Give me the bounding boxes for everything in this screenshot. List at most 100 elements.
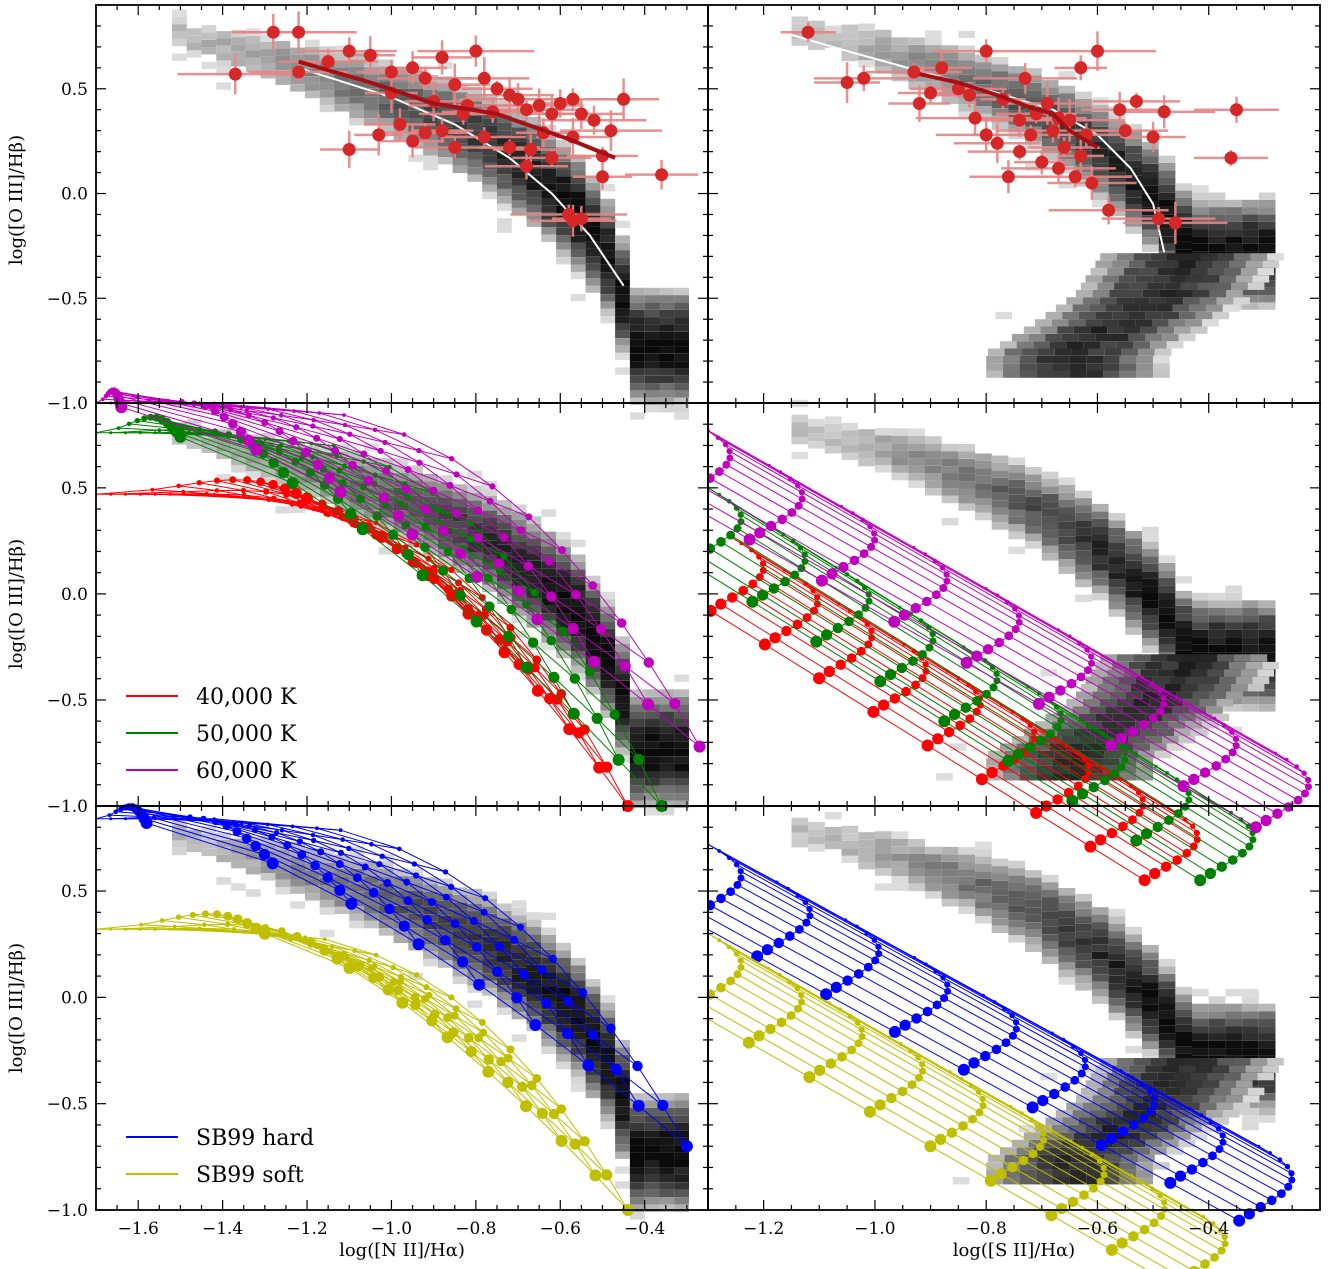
density-cell [644, 1115, 660, 1123]
density-cell [437, 952, 453, 961]
series-point-50 [1117, 1126, 1129, 1137]
density-cell [1174, 1072, 1191, 1081]
density-cell [659, 1174, 675, 1183]
density-cell [1041, 874, 1059, 883]
density-cell [1197, 1087, 1215, 1096]
density-cell [615, 242, 630, 251]
y-tick-label: −0.5 [47, 1095, 88, 1115]
series-point-21 [420, 542, 430, 552]
density-cell [674, 390, 689, 398]
density-cell [991, 507, 1009, 515]
density-cell [1156, 706, 1173, 714]
density-cell [1103, 1169, 1120, 1177]
series-point-51 [1069, 1139, 1073, 1143]
density-cell [275, 857, 291, 865]
density-cell [908, 868, 925, 877]
density-cell [585, 190, 601, 198]
density-cell [1114, 282, 1131, 290]
series-point-32 [1201, 710, 1205, 714]
series-point-40 [335, 860, 344, 868]
density-cell [615, 323, 630, 331]
density-cell [1208, 1026, 1226, 1034]
density-cell [674, 317, 689, 325]
density-cell [482, 510, 497, 518]
density-cell [423, 104, 438, 112]
density-cell [585, 650, 601, 658]
series-point-20 [138, 492, 142, 496]
density-cell [1175, 986, 1192, 995]
density-cell [467, 86, 483, 94]
density-cell [1119, 355, 1137, 364]
density-cell [1228, 260, 1246, 268]
series-point-21 [421, 522, 430, 531]
series-point-30 [755, 573, 764, 582]
density-cell [1242, 229, 1259, 237]
data-point [596, 170, 609, 184]
density-cell [629, 689, 645, 697]
data-point [963, 88, 976, 102]
density-cell [364, 465, 379, 473]
density-cell [497, 181, 512, 189]
density-cell [925, 52, 942, 60]
series-point-30 [864, 621, 870, 627]
density-cell [437, 945, 453, 953]
series-point-50 [1037, 1095, 1049, 1107]
density-cell [1091, 914, 1109, 922]
density-cell [824, 841, 842, 850]
series-point-40 [517, 923, 525, 931]
density-cell [482, 980, 497, 989]
density-cell [1025, 892, 1042, 900]
density-cell [1108, 931, 1126, 939]
density-cell [874, 853, 892, 861]
series-point-51 [1009, 1104, 1012, 1108]
density-cell [526, 583, 542, 591]
density-cell [644, 1152, 660, 1160]
series-point-30 [1118, 821, 1128, 832]
density-cell [570, 1054, 586, 1062]
series-point-50 [1215, 1126, 1222, 1132]
density-cell [393, 495, 409, 503]
density-cell [941, 443, 959, 452]
series-point-50 [913, 956, 916, 959]
series-point-30 [1030, 806, 1043, 819]
density-cell [1125, 138, 1142, 146]
density-cell [1158, 637, 1176, 645]
series-point-22 [669, 698, 681, 710]
density-cell [958, 906, 976, 914]
density-cell [1142, 989, 1159, 997]
density-cell [659, 748, 675, 757]
density-cell [600, 628, 616, 637]
x-axis-label-right: log([S II]/Hα) [953, 1240, 1075, 1261]
density-cell [1216, 297, 1234, 305]
density-cell [231, 860, 246, 869]
density-cell [172, 38, 187, 47]
density-cell [1025, 541, 1042, 549]
series-point-32 [1211, 761, 1221, 771]
density-cell [511, 185, 527, 194]
density-cell [1078, 311, 1096, 320]
density-cell [1036, 765, 1053, 774]
density-cell [556, 227, 571, 236]
series-point-50 [1268, 1151, 1272, 1155]
density-cell [1095, 333, 1112, 342]
series-point-31 [790, 538, 796, 544]
series-point-40 [587, 1029, 598, 1040]
density-cell [1172, 304, 1190, 312]
density-cell [1235, 275, 1253, 283]
density-cell [423, 951, 438, 959]
density-cell [452, 521, 468, 529]
series-point-31 [1012, 748, 1025, 760]
density-cell [1139, 706, 1157, 714]
series-point-40 [233, 822, 239, 828]
series-point-41 [373, 952, 379, 958]
density-cell [1008, 88, 1026, 96]
density-cell [290, 446, 305, 454]
density-cell [437, 490, 453, 498]
data-point [1230, 103, 1243, 117]
data-point [587, 113, 601, 127]
density-cell [1091, 119, 1109, 127]
series-point-32 [1129, 669, 1133, 673]
density-cell [925, 451, 942, 459]
density-cell [629, 778, 645, 786]
density-cell [941, 884, 959, 892]
